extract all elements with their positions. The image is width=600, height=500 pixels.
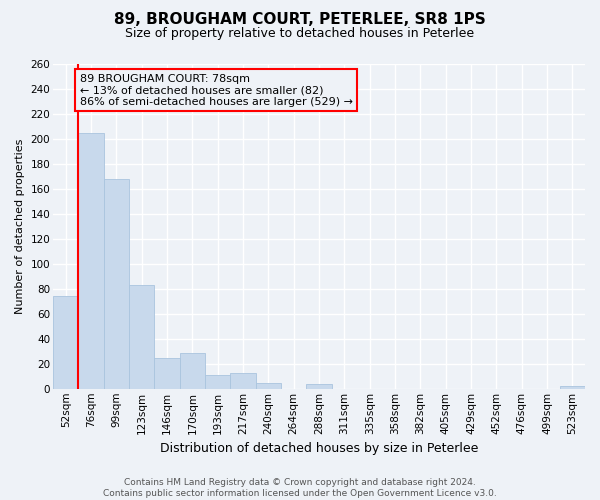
Text: 89, BROUGHAM COURT, PETERLEE, SR8 1PS: 89, BROUGHAM COURT, PETERLEE, SR8 1PS — [114, 12, 486, 28]
X-axis label: Distribution of detached houses by size in Peterlee: Distribution of detached houses by size … — [160, 442, 478, 455]
Bar — [129, 285, 154, 389]
Bar — [154, 358, 180, 389]
Bar — [256, 382, 281, 389]
Bar — [560, 386, 585, 389]
Y-axis label: Number of detached properties: Number of detached properties — [15, 138, 25, 314]
Text: Contains HM Land Registry data © Crown copyright and database right 2024.
Contai: Contains HM Land Registry data © Crown c… — [103, 478, 497, 498]
Text: Size of property relative to detached houses in Peterlee: Size of property relative to detached ho… — [125, 28, 475, 40]
Text: 89 BROUGHAM COURT: 78sqm
← 13% of detached houses are smaller (82)
86% of semi-d: 89 BROUGHAM COURT: 78sqm ← 13% of detach… — [80, 74, 353, 107]
Bar — [53, 296, 79, 389]
Bar — [79, 132, 104, 389]
Bar — [205, 375, 230, 389]
Bar — [180, 352, 205, 389]
Bar — [104, 179, 129, 389]
Bar — [230, 372, 256, 389]
Bar — [307, 384, 332, 389]
